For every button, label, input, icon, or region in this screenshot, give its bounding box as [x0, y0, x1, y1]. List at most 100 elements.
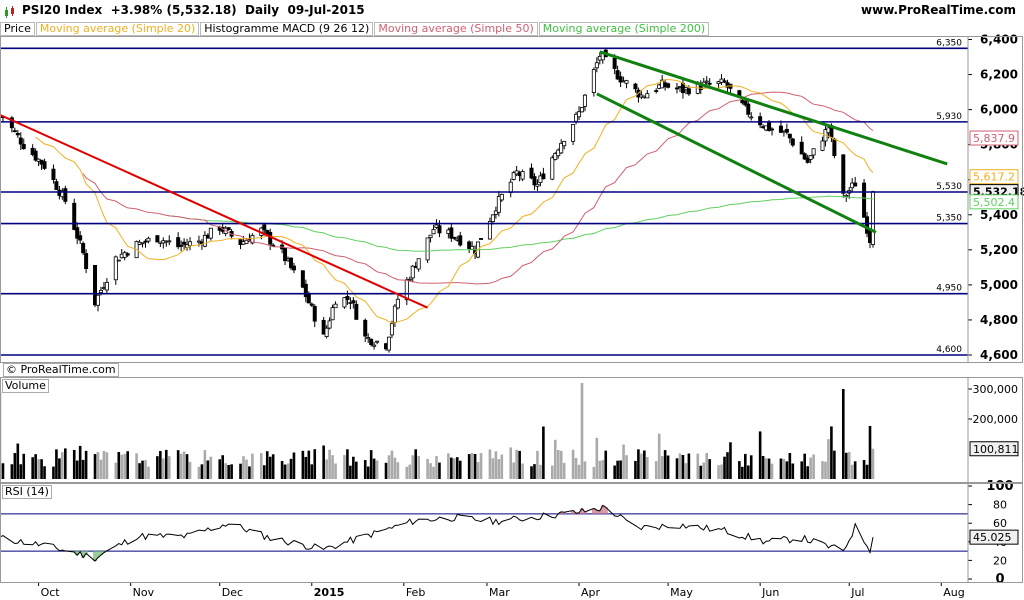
- vol-tick-label: 200,000: [973, 413, 1019, 426]
- candle: [707, 78, 712, 86]
- volume-bar: [164, 449, 168, 479]
- level-label: 5,530: [936, 182, 962, 192]
- last-value-box: [969, 194, 1019, 210]
- volume-bar: [809, 457, 812, 479]
- candle-body: [363, 319, 368, 337]
- candle: [176, 232, 181, 250]
- volume-bar: [78, 445, 82, 479]
- candle-body: [21, 144, 26, 150]
- candle-body: [704, 80, 709, 83]
- x-tick-label: Nov: [133, 586, 155, 599]
- legend-price[interactable]: Price: [0, 22, 35, 36]
- volume-bar: [435, 456, 438, 479]
- last-value-box: [969, 169, 1019, 185]
- candle: [487, 217, 492, 240]
- candle: [790, 137, 795, 148]
- candle-body: [12, 130, 17, 133]
- volume-bar: [301, 450, 305, 479]
- volume-bar: [447, 453, 450, 479]
- rsi-tick-label: 60: [993, 517, 1007, 530]
- candle: [743, 100, 748, 107]
- volume-bar: [455, 457, 459, 479]
- volume-bar: [286, 463, 290, 479]
- legend-macd[interactable]: Histogramme MACD (9 26 12): [200, 22, 374, 36]
- volume-bar: [268, 456, 272, 479]
- candle: [146, 236, 151, 244]
- candle: [182, 238, 187, 250]
- volume-bar: [304, 456, 308, 479]
- candle-body: [54, 181, 59, 190]
- volume-bar: [206, 460, 210, 479]
- volume-bar: [708, 459, 711, 479]
- volume-bar: [458, 460, 462, 479]
- candle: [51, 164, 56, 184]
- volume-bar: [833, 450, 836, 479]
- volume-bar: [453, 458, 456, 479]
- candle: [395, 294, 400, 310]
- volume-frame: [0, 377, 1023, 483]
- volume-bar: [262, 465, 266, 479]
- candle-body: [865, 216, 870, 234]
- y-tick-label: 6,200: [980, 68, 1018, 82]
- candle: [303, 279, 308, 303]
- volume-bar: [58, 458, 61, 479]
- ma200-line: [166, 195, 874, 252]
- candle: [155, 235, 160, 243]
- candle: [758, 112, 763, 129]
- candle: [75, 222, 80, 245]
- candle-body: [449, 227, 454, 239]
- volume-bar: [821, 461, 824, 479]
- volume-bar: [331, 455, 334, 479]
- candle-body: [72, 202, 77, 230]
- candle-body: [666, 83, 671, 88]
- volume-bar: [55, 449, 58, 479]
- candle-body: [490, 214, 495, 222]
- candle-body: [594, 62, 599, 69]
- volume-bar: [723, 456, 726, 479]
- volume-bar: [738, 461, 741, 479]
- candle-body: [431, 229, 436, 235]
- candle-body: [9, 117, 14, 129]
- last-value-ma50: 5,837.9: [969, 130, 1019, 146]
- last-value-box: [969, 441, 1019, 457]
- legend-ma50[interactable]: Moving average (Simple 50): [374, 22, 538, 36]
- candle: [410, 264, 415, 283]
- candle: [300, 270, 305, 289]
- legend-ma200[interactable]: Moving average (Simple 200): [538, 22, 710, 36]
- legend-ma20[interactable]: Moving average (Simple 20): [35, 22, 200, 36]
- volume-bar: [666, 455, 670, 479]
- volume-bar: [159, 451, 162, 479]
- volume-bar: [84, 450, 88, 479]
- volume-bar: [280, 460, 284, 479]
- copyright-label: © ProRealTime.com: [3, 363, 119, 377]
- x-tick-label: Apr: [581, 586, 601, 599]
- volume-bar: [785, 461, 789, 479]
- volume-bar: [429, 463, 432, 479]
- candle: [351, 297, 356, 309]
- candle: [591, 67, 596, 97]
- volume-bar: [871, 448, 875, 479]
- candle-body: [529, 167, 534, 179]
- candle: [404, 276, 409, 306]
- volume-bar: [417, 456, 420, 479]
- volume-bar: [292, 452, 296, 479]
- candle: [122, 250, 127, 261]
- candle-body: [330, 307, 335, 321]
- x-tick-label: 2015: [314, 586, 345, 599]
- volume-bar: [779, 458, 783, 479]
- volume-bar: [179, 453, 183, 479]
- candle-body: [832, 138, 837, 157]
- candle-body: [787, 133, 792, 139]
- candle: [579, 107, 584, 113]
- site-link[interactable]: www.ProRealTime.com: [861, 3, 1016, 17]
- candle-body: [562, 141, 567, 147]
- volume-bar: [702, 462, 706, 479]
- candle-body: [520, 171, 525, 180]
- candle-body: [499, 193, 504, 201]
- candle: [179, 240, 184, 252]
- candle-body: [95, 294, 100, 306]
- volume-bar: [497, 459, 501, 479]
- candle: [167, 235, 172, 246]
- candle-body: [675, 87, 680, 90]
